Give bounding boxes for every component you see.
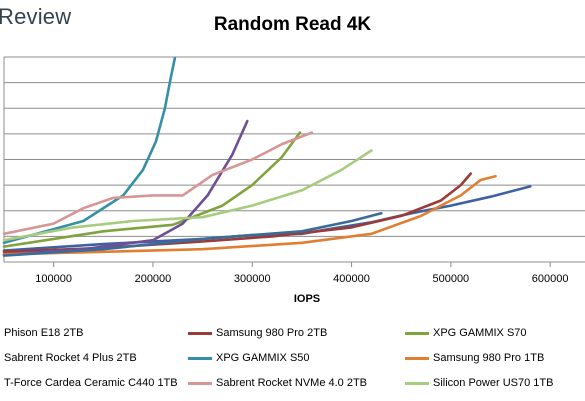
legend-item: Sabrent Rocket NVMe 4.0 2TB: [188, 374, 367, 392]
legend-label: T-Force Cardea Ceramic C440 1TB: [4, 377, 178, 389]
plot-area: 100000 200000 300000 400000 500000 600000 IOPS: [2, 56, 585, 305]
x-tick-label: 400000: [333, 273, 370, 285]
legend-swatch: [188, 381, 212, 385]
legend-item: XPG GAMMIX S70: [405, 324, 527, 342]
x-tick-label: 100000: [35, 273, 72, 285]
series-line-7: [2, 212, 383, 257]
legend-label: Samsung 980 Pro 2TB: [216, 327, 328, 339]
legend-label: Sabrent Rocket NVMe 4.0 2TB: [216, 377, 368, 389]
legend-item: T-Force Cardea Ceramic C440 1TB: [0, 374, 178, 392]
legend-swatch: [405, 331, 429, 335]
x-tick-label: 500000: [432, 273, 469, 285]
watermark-logo: Review: [0, 4, 72, 29]
x-tick-label: 300000: [234, 273, 271, 285]
series-line-3: [2, 131, 302, 248]
legend-label: Sabrent Rocket 4 Plus 2TB: [4, 352, 137, 364]
x-tick-label: 200000: [135, 273, 172, 285]
x-tick-label: 600000: [532, 273, 569, 285]
legend-swatch: [188, 331, 212, 335]
chart-title: Random Read 4K: [213, 14, 372, 35]
legend-label: Phison E18 2TB: [4, 327, 84, 339]
legend-label: Silicon Power US70 1TB: [433, 377, 554, 389]
legend-label: XPG GAMMIX S70: [433, 327, 527, 339]
legend-item: Samsung 980 Pro 1TB: [405, 349, 544, 367]
legend: Phison E18 2TB Samsung 980 Pro 2TB XPG GAM…: [0, 318, 585, 398]
series-line-8: [2, 131, 314, 236]
legend-label: XPG GAMMIX S50: [216, 352, 310, 364]
legend-item: Silicon Power US70 1TB: [405, 374, 553, 392]
series-line-1: [2, 185, 532, 252]
legend-label: Samsung 980 Pro 1TB: [433, 352, 545, 364]
legend-item: XPG GAMMIX S50: [188, 349, 310, 367]
series-line-5: [2, 57, 177, 245]
series-line-9: [2, 149, 373, 242]
legend-swatch: [405, 356, 429, 360]
legend-item: Samsung 980 Pro 2TB: [188, 324, 327, 342]
series-line-6: [2, 174, 497, 256]
x-axis-label: IOPS: [294, 293, 320, 305]
legend-item: Phison E18 2TB: [0, 324, 84, 342]
legend-item: Sabrent Rocket 4 Plus 2TB: [0, 349, 137, 367]
legend-swatch: [405, 381, 429, 385]
legend-swatch: [188, 356, 212, 360]
